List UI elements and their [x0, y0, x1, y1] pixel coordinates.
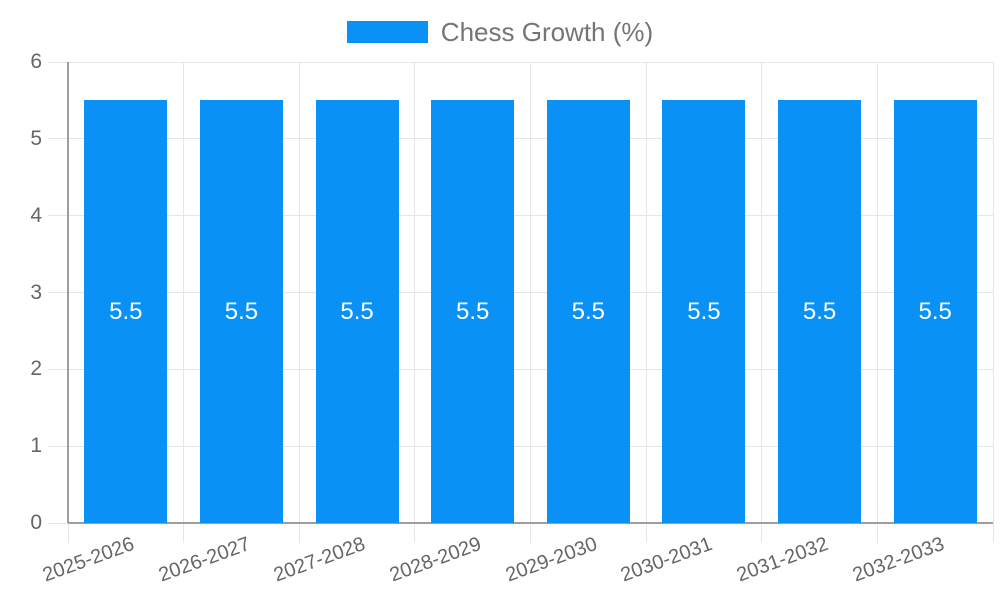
x-axis-tick: [298, 523, 300, 543]
y-axis-tick: [48, 138, 68, 140]
x-axis-tick: [530, 523, 531, 543]
y-axis-tick: [48, 215, 68, 217]
x-axis-tick-label: 2030-2031: [618, 533, 716, 587]
bar-value-label: 5.5: [224, 297, 259, 325]
y-axis-tick-label: 5: [30, 126, 42, 150]
gridline-vertical: [876, 62, 878, 523]
y-axis-tick-label: 6: [30, 50, 42, 73]
x-axis-line: [68, 522, 993, 524]
bar[interactable]: 5.5: [778, 100, 862, 523]
x-axis-tick: [876, 523, 878, 543]
x-axis-tick-label: 2028-2029: [386, 533, 485, 587]
x-axis-tick: [992, 523, 994, 543]
y-axis-tick: [48, 61, 68, 63]
bar-value-label: 5.5: [687, 297, 721, 325]
bar-value-label: 5.5: [918, 297, 952, 325]
x-axis-tick: [645, 523, 647, 543]
y-axis-tick: [48, 368, 68, 370]
gridline-vertical: [992, 62, 994, 523]
y-axis-tick: [48, 445, 68, 447]
legend-label[interactable]: Chess Growth (%): [440, 17, 654, 47]
bar[interactable]: 5.5: [893, 100, 977, 523]
gridline-vertical: [645, 62, 647, 523]
gridline-vertical: [414, 62, 416, 523]
x-axis-tick-label: 2029-2030: [502, 533, 600, 587]
y-axis-tick-label: 4: [30, 203, 42, 227]
gridline-vertical: [183, 62, 185, 523]
x-axis-tick-label: 2027-2028: [271, 533, 369, 587]
y-axis-line: [67, 62, 69, 523]
gridline-vertical: [761, 62, 763, 523]
y-axis-tick: [48, 522, 68, 524]
x-axis-tick: [67, 523, 69, 543]
bar[interactable]: 5.5: [199, 100, 283, 523]
x-axis-tick-label: 2031-2032: [733, 533, 832, 587]
y-axis-tick-label: 0: [30, 511, 42, 534]
x-axis-tick-label: 2032-2033: [849, 533, 947, 587]
x-axis-tick-label: 2025-2026: [39, 533, 138, 587]
chart-legend: Chess Growth (%): [0, 17, 1000, 47]
bar[interactable]: 5.5: [662, 100, 746, 523]
bar[interactable]: 5.5: [315, 100, 399, 523]
bar[interactable]: 5.5: [546, 100, 630, 523]
bar-value-label: 5.5: [109, 297, 143, 325]
y-axis-tick: [48, 292, 68, 293]
bar-value-label: 5.5: [340, 297, 374, 325]
gridline-vertical: [530, 62, 531, 523]
gridline-vertical: [298, 62, 300, 523]
x-axis-tick: [761, 523, 763, 543]
x-axis-tick: [183, 523, 185, 543]
bar-value-label: 5.5: [571, 297, 605, 325]
bar-value-label: 5.5: [456, 297, 490, 325]
legend-swatch[interactable]: [346, 21, 428, 43]
x-axis-tick-label: 2026-2027: [155, 533, 253, 587]
y-axis-tick-label: 2: [30, 357, 42, 381]
bar-value-label: 5.5: [802, 297, 837, 325]
y-axis-tick-label: 1: [30, 434, 42, 458]
bar[interactable]: 5.5: [431, 100, 515, 523]
bar[interactable]: 5.5: [84, 100, 168, 523]
x-axis-tick: [414, 523, 416, 543]
y-axis-tick-label: 3: [30, 280, 42, 304]
